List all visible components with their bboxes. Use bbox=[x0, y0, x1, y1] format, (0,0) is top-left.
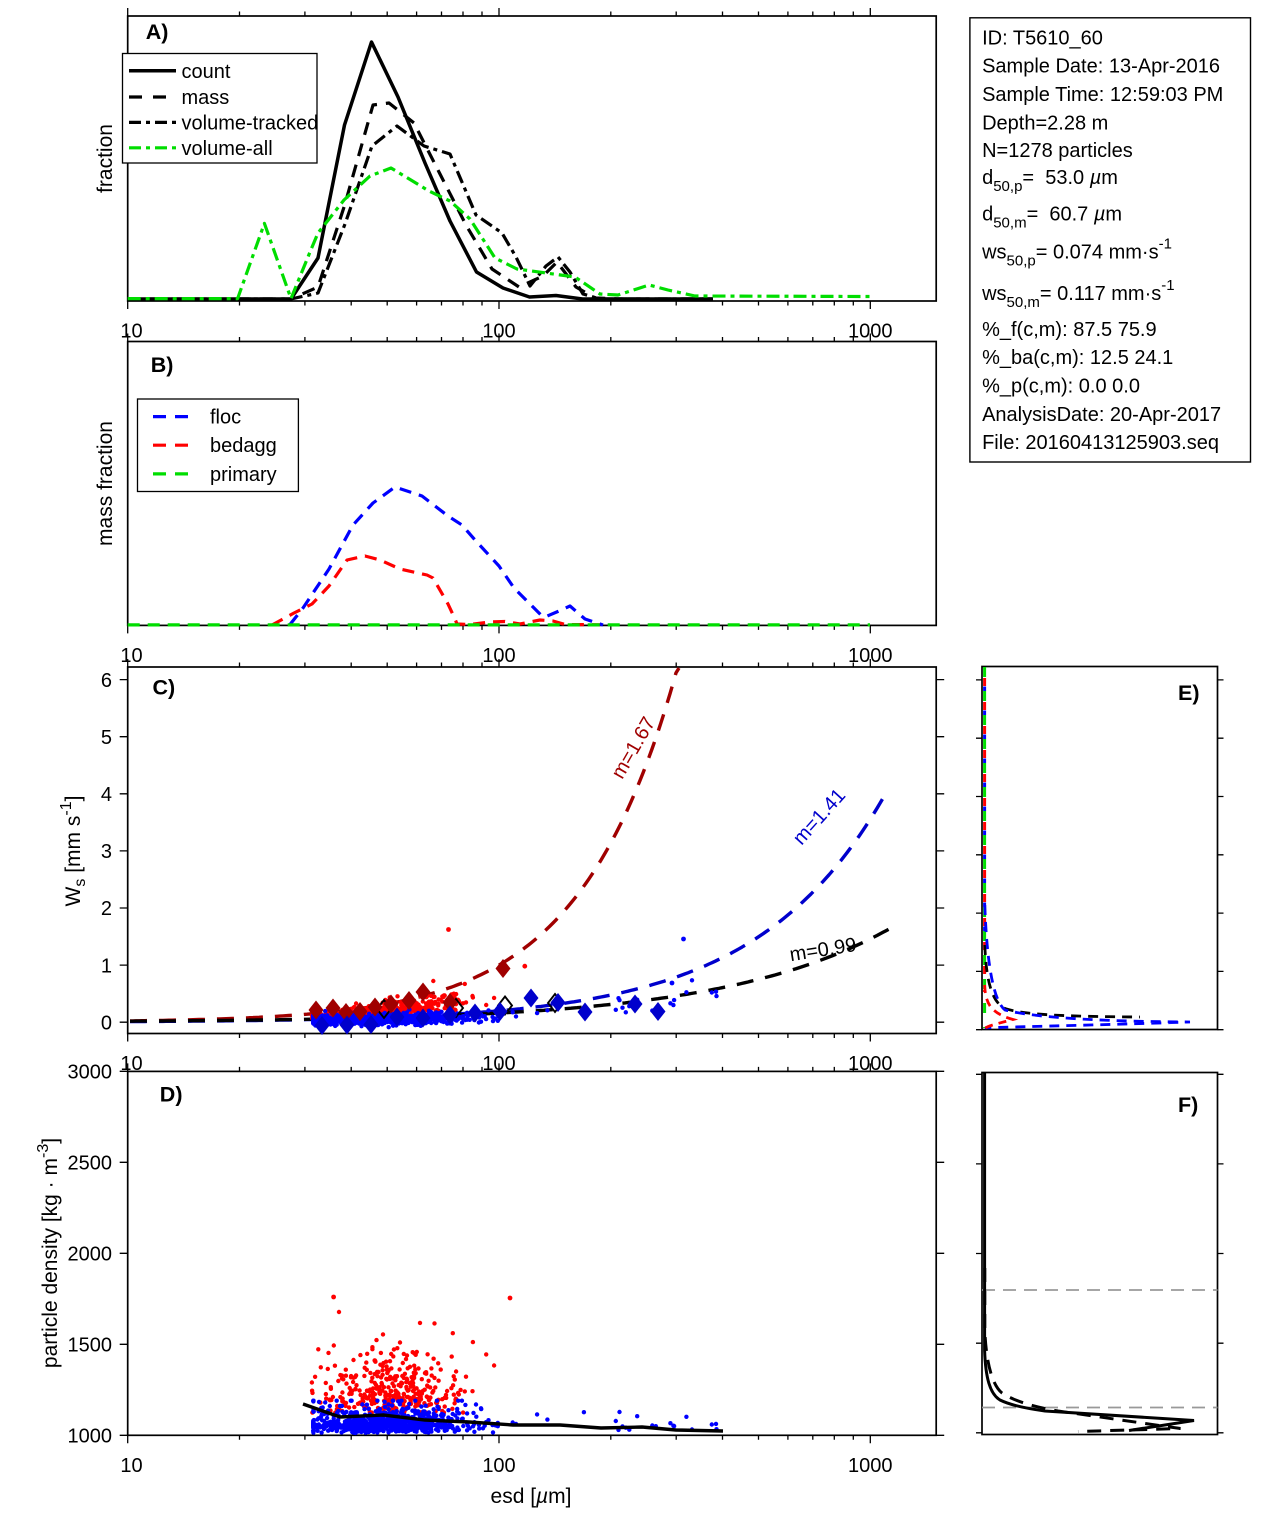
svg-text:D): D) bbox=[160, 1083, 183, 1107]
svg-text:Sample Time: 12:59:03 PM: Sample Time: 12:59:03 PM bbox=[982, 84, 1223, 106]
svg-text:volume-all: volume-all bbox=[182, 138, 273, 160]
svg-text:esd [µm]: esd [µm] bbox=[491, 1485, 572, 1508]
svg-text:bedagg: bedagg bbox=[210, 435, 277, 457]
svg-text:1000: 1000 bbox=[848, 1455, 893, 1477]
svg-text:5: 5 bbox=[101, 727, 112, 749]
svg-text:primary: primary bbox=[210, 464, 277, 486]
svg-text:2000: 2000 bbox=[68, 1244, 113, 1266]
svg-text:0: 0 bbox=[101, 1012, 112, 1034]
svg-text:volume-tracked: volume-tracked bbox=[182, 112, 319, 134]
svg-text:100: 100 bbox=[482, 1455, 515, 1477]
svg-text:mass: mass bbox=[182, 87, 230, 109]
svg-text:particle density [kg · m-3]: particle density [kg · m-3] bbox=[35, 1138, 62, 1368]
svg-text:10: 10 bbox=[120, 321, 142, 343]
svg-text:10: 10 bbox=[120, 1455, 142, 1477]
svg-text:mass fraction: mass fraction bbox=[94, 421, 117, 546]
svg-text:C): C) bbox=[153, 676, 176, 700]
svg-text:3000: 3000 bbox=[68, 1062, 113, 1084]
svg-text:100: 100 bbox=[482, 645, 515, 667]
svg-text:F): F) bbox=[1178, 1093, 1198, 1117]
svg-text:1000: 1000 bbox=[848, 321, 893, 343]
svg-text:%_p(c,m): 0.0 0.0: %_p(c,m): 0.0 0.0 bbox=[982, 376, 1140, 398]
svg-text:10: 10 bbox=[120, 1053, 142, 1075]
svg-text:Sample Date: 13-Apr-2016: Sample Date: 13-Apr-2016 bbox=[982, 56, 1220, 78]
svg-text:2: 2 bbox=[101, 898, 112, 920]
svg-text:6: 6 bbox=[101, 670, 112, 692]
svg-text:ID: T5610_60: ID: T5610_60 bbox=[982, 27, 1103, 49]
svg-text:%_ba(c,m): 12.5 24.1: %_ba(c,m): 12.5 24.1 bbox=[982, 347, 1173, 369]
svg-text:B): B) bbox=[151, 353, 174, 377]
svg-text:A): A) bbox=[146, 20, 169, 44]
svg-text:2500: 2500 bbox=[68, 1153, 113, 1175]
svg-text:4: 4 bbox=[101, 784, 112, 806]
svg-text:10: 10 bbox=[120, 645, 142, 667]
svg-text:File: 20160413125903.seq: File: 20160413125903.seq bbox=[982, 432, 1219, 454]
svg-text:3: 3 bbox=[101, 841, 112, 863]
svg-text:100: 100 bbox=[482, 321, 515, 343]
svg-text:fraction: fraction bbox=[94, 124, 117, 193]
svg-text:N=1278 particles: N=1278 particles bbox=[982, 140, 1133, 162]
svg-text:1000: 1000 bbox=[68, 1426, 113, 1448]
svg-text:Depth=2.28 m: Depth=2.28 m bbox=[982, 112, 1108, 134]
svg-text:%_f(c,m): 87.5 75.9: %_f(c,m): 87.5 75.9 bbox=[982, 319, 1157, 341]
svg-text:E): E) bbox=[1178, 681, 1200, 705]
svg-text:AnalysisDate: 20-Apr-2017: AnalysisDate: 20-Apr-2017 bbox=[982, 404, 1221, 426]
svg-text:floc: floc bbox=[210, 407, 241, 429]
svg-text:1500: 1500 bbox=[68, 1335, 113, 1357]
svg-text:count: count bbox=[182, 61, 231, 83]
svg-text:1: 1 bbox=[101, 955, 112, 977]
svg-text:1000: 1000 bbox=[848, 645, 893, 667]
